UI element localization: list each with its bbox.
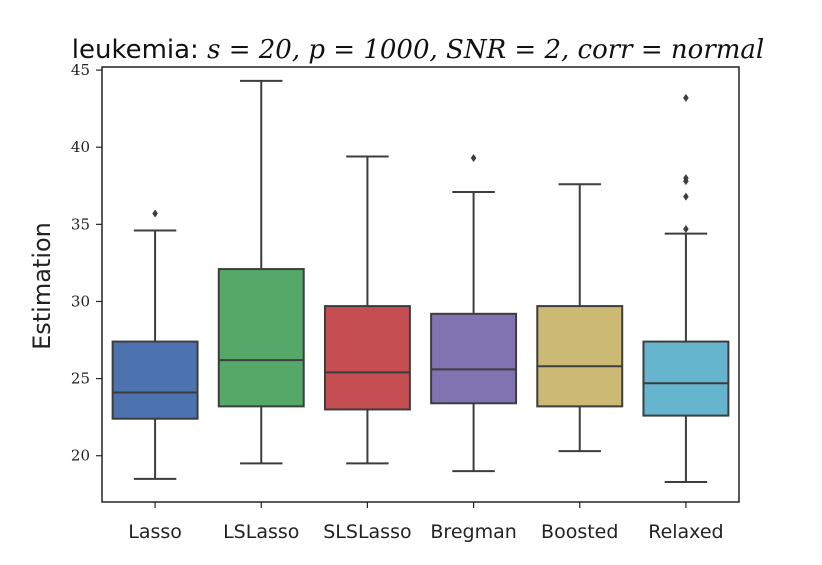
outlier-point: [470, 154, 477, 163]
x-tick-label-boosted: Boosted: [541, 521, 618, 543]
box-slslasso: [323, 155, 411, 465]
chart-title: leukemia: s = 20, p = 1000, SNR = 2, cor…: [72, 35, 764, 65]
box-boosted: [536, 183, 624, 453]
outlier-point: [683, 224, 689, 233]
y-tick-label: 20: [71, 447, 90, 465]
plot-area: 20 25 30 35 40 45 Lasso LSLasso SLSLasso Bregman B…: [71, 61, 730, 543]
plot-frame: [101, 66, 740, 503]
y-tick-label: 25: [71, 370, 90, 388]
y-tick-label: 35: [71, 215, 90, 233]
iqr-box: [323, 305, 411, 411]
x-tick-label-slslasso: SLSLasso: [323, 521, 411, 543]
outlier-point: [683, 93, 689, 102]
y-tick-label: 30: [71, 292, 90, 310]
box-lslasso: [217, 79, 305, 465]
outlier-point: [683, 192, 689, 201]
x-tick-label-lasso: Lasso: [128, 521, 182, 543]
box-lasso: [111, 209, 199, 480]
iqr-box: [217, 268, 305, 408]
y-tick-label: 45: [71, 61, 90, 79]
outlier-point: [152, 209, 158, 218]
x-tick-label-lslasso: LSLasso: [223, 521, 299, 543]
outlier-point: [683, 174, 689, 183]
iqr-box: [536, 305, 624, 408]
iqr-box: [642, 340, 730, 417]
x-tick-label-relaxed: Relaxed: [648, 521, 723, 543]
y-tick-label: 40: [71, 138, 90, 156]
box-relaxed: [642, 93, 730, 483]
x-tick-label-bregman: Bregman: [430, 521, 516, 543]
iqr-box: [430, 312, 518, 405]
chart-title-prefix: leukemia:: [72, 35, 199, 65]
iqr-box: [111, 340, 199, 420]
box-bregman: [430, 154, 518, 473]
chart-title-math: s = 20, p = 1000, SNR = 2, corr = normal: [207, 35, 764, 65]
y-axis-label: Estimation: [28, 222, 56, 350]
